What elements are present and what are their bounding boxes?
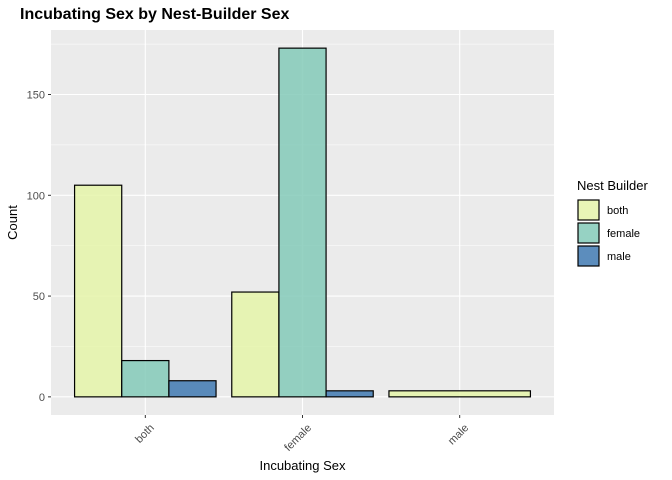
bar-both-female — [231, 291, 280, 398]
x-tick-label: male — [446, 422, 471, 447]
legend-title: Nest Builder — [577, 178, 648, 193]
y-tick-label: 150 — [27, 90, 45, 102]
legend-key-male — [577, 245, 600, 267]
bar-female-both — [121, 359, 170, 398]
y-axis: 0 50 100 150 — [27, 90, 51, 404]
bar-both-both — [73, 184, 123, 398]
y-tick-label: 50 — [33, 291, 45, 303]
legend-key-female — [577, 222, 600, 244]
legend-label-female: female — [607, 228, 640, 240]
legend-key-both — [577, 199, 600, 221]
legend-label-male: male — [607, 251, 631, 263]
x-tick-label: female — [282, 422, 314, 454]
bar-male-both — [168, 380, 217, 398]
x-tick-label: both — [133, 422, 157, 446]
bar-both-male — [388, 390, 532, 398]
legend-label-both: both — [607, 205, 628, 217]
bar-layer — [73, 47, 532, 398]
y-tick-label: 0 — [39, 392, 45, 404]
x-axis: both female male — [133, 415, 471, 454]
legend: Nest Builder both female male — [577, 178, 648, 267]
bar-male-female — [325, 390, 374, 398]
bar-female-female — [278, 47, 327, 398]
y-tick-label: 100 — [27, 190, 45, 202]
y-axis-title: Count — [5, 205, 20, 240]
chart-title: Incubating Sex by Nest-Builder Sex — [20, 6, 290, 23]
x-axis-title: Incubating Sex — [259, 458, 346, 473]
